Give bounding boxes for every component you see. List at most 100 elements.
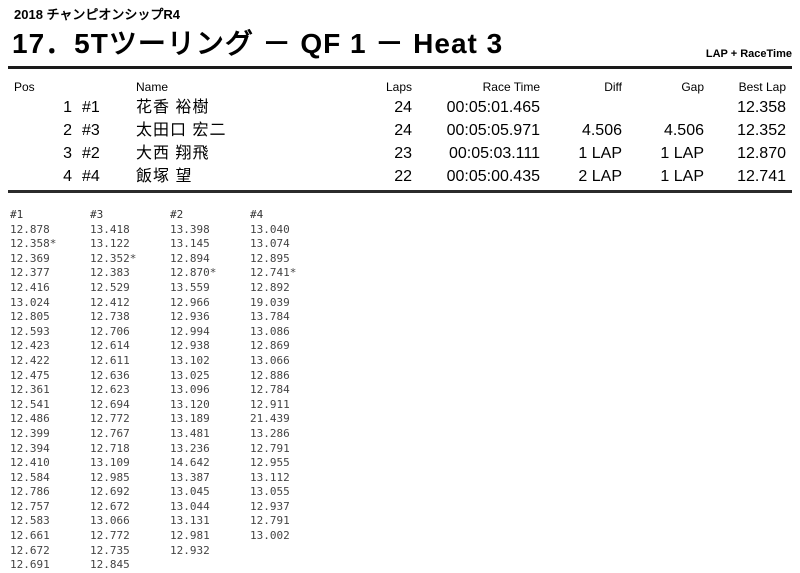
result-laps: 24 bbox=[394, 99, 412, 116]
result-pos: 2 bbox=[63, 122, 72, 140]
legend-note: LAP + RaceTime bbox=[705, 48, 792, 60]
laptime-cell: 13.002 bbox=[250, 529, 290, 543]
result-gap: 1 LAP bbox=[660, 168, 704, 186]
result-ave-lap: 13.179 bbox=[786, 142, 800, 165]
laptime-cell: 12.611 bbox=[90, 353, 130, 367]
laptime-cell: 12.475 bbox=[10, 368, 50, 382]
results-row: 4 #4 飯塚 望 22 00:05:00.435 2 LAP 1 LAP 12.74113.… bbox=[0, 165, 800, 188]
laptime-cell: 12.757 bbox=[10, 499, 50, 513]
result-pos: 3 bbox=[63, 145, 72, 163]
laptime-cell: 12.486 bbox=[10, 412, 50, 426]
laptime-cell: 12.981 bbox=[170, 529, 210, 543]
laptime-cell: 12.932 bbox=[170, 543, 210, 557]
laptime-column-header: #1 bbox=[10, 208, 24, 221]
results-divider bbox=[8, 190, 792, 193]
result-driver-name: 飯塚 望 bbox=[136, 168, 193, 186]
laptimes-table: #1 12.878 12.358* 12.369 12.377 12.416 13.024 1… bbox=[10, 208, 330, 573]
laptime-cell: 12.593 bbox=[10, 324, 50, 338]
laptime-column-header: #3 bbox=[90, 208, 104, 221]
laptime-cell: 12.805 bbox=[10, 310, 50, 324]
result-best-lap: 12.352 bbox=[737, 122, 786, 140]
laptime-cell: 14.642 bbox=[170, 456, 210, 470]
laptime-column: #3 13.418 13.122 12.352* 12.383 12.529 12.412 1… bbox=[90, 208, 170, 573]
laptime-column-header: #2 bbox=[170, 208, 184, 221]
column-header-car bbox=[72, 80, 128, 96]
laptime-cell: 12.735 bbox=[90, 543, 130, 557]
laptime-cell: 13.055 bbox=[250, 485, 290, 499]
laptime-cell: 12.718 bbox=[90, 441, 130, 455]
laptime-cell: 13.109 bbox=[90, 456, 130, 470]
result-gap: 4.506 bbox=[663, 122, 704, 140]
column-header-laps: Laps bbox=[385, 80, 412, 94]
laptime-cell: 12.584 bbox=[10, 470, 50, 484]
laptime-cell: 13.066 bbox=[250, 353, 290, 367]
laptime-cell: 12.394 bbox=[10, 441, 50, 455]
laptime-cell: 13.286 bbox=[250, 426, 290, 440]
laptime-cell: 12.361 bbox=[10, 383, 50, 397]
column-header-name: Name bbox=[136, 80, 169, 94]
laptime-cell: 13.024 bbox=[10, 295, 50, 309]
result-laps: 22 bbox=[394, 168, 412, 186]
laptime-cell: 13.189 bbox=[170, 412, 210, 426]
result-car-number: #4 bbox=[82, 168, 100, 186]
laptime-column: #4 13.040 13.074 12.895 12.741* 12.892 19.039 1… bbox=[250, 208, 330, 573]
laptime-cell: 12.583 bbox=[10, 514, 50, 528]
laptime-cell: 12.886 bbox=[250, 368, 290, 382]
laptime-cell: 12.358* bbox=[10, 237, 57, 251]
result-driver-name: 太田口 宏二 bbox=[136, 122, 227, 140]
result-pos: 1 bbox=[63, 99, 72, 116]
laptime-cell: 12.772 bbox=[90, 412, 130, 426]
result-pos: 4 bbox=[63, 168, 72, 186]
result-ave-lap: 12.561 bbox=[786, 96, 800, 119]
laptime-cell: 12.878 bbox=[10, 222, 50, 236]
laptime-cell: 12.416 bbox=[10, 280, 50, 294]
page-title: 17．5Tツーリング － QF 1 － Heat 3 bbox=[12, 28, 504, 59]
result-gap: 1 LAP bbox=[660, 145, 704, 163]
result-gap bbox=[622, 96, 704, 119]
laptime-column: #2 13.398 13.145 12.894 12.870* 13.559 12.966 1… bbox=[170, 208, 250, 573]
laptime-cell: 12.845 bbox=[90, 558, 130, 572]
laptime-cell: 12.614 bbox=[90, 339, 130, 353]
laptime-cell: 12.937 bbox=[250, 499, 290, 513]
laptime-cell: 12.911 bbox=[250, 397, 290, 411]
laptime-cell: 13.066 bbox=[90, 514, 130, 528]
result-driver-name: 花香 裕樹 bbox=[136, 99, 210, 116]
result-best-lap: 12.870 bbox=[737, 145, 786, 163]
laptime-cell: 12.692 bbox=[90, 485, 130, 499]
result-race-time: 00:05:00.435 bbox=[446, 168, 540, 186]
result-race-time: 00:05:05.971 bbox=[446, 122, 540, 140]
results-row: 3 #2 大西 翔飛 23 00:05:03.111 1 LAP 1 LAP 12.87013… bbox=[0, 142, 800, 165]
laptime-cell: 12.994 bbox=[170, 324, 210, 338]
laptime-cell: 13.096 bbox=[170, 383, 210, 397]
laptime-cell: 13.086 bbox=[250, 324, 290, 338]
laptime-cell: 12.869 bbox=[250, 339, 290, 353]
result-car-number: #1 bbox=[82, 99, 100, 116]
results-header-row: Pos Name Laps Race Time Diff Gap Best La… bbox=[0, 80, 800, 96]
column-header-racetime: Race Time bbox=[482, 80, 540, 94]
laptime-cell: 12.422 bbox=[10, 353, 50, 367]
column-header-diff: Diff bbox=[604, 80, 622, 94]
laptime-cell: 12.383 bbox=[90, 266, 130, 280]
laptime-cell: 12.623 bbox=[90, 383, 130, 397]
result-best-lap: 12.358 bbox=[737, 99, 786, 116]
result-ave-lap: 13.656 bbox=[786, 165, 800, 188]
laptime-cell: 13.102 bbox=[170, 353, 210, 367]
result-ave-lap: 12.749 bbox=[786, 119, 800, 142]
laptime-cell: 13.236 bbox=[170, 441, 210, 455]
result-race-time: 00:05:01.465 bbox=[446, 99, 540, 116]
laptime-cell: 12.672 bbox=[10, 543, 50, 557]
laptime-cell: 21.439 bbox=[250, 412, 290, 426]
laptime-cell: 12.706 bbox=[90, 324, 130, 338]
laptime-cell: 13.559 bbox=[170, 280, 210, 294]
laptime-cell: 12.741* bbox=[250, 266, 297, 280]
laptime-cell: 12.791 bbox=[250, 514, 290, 528]
result-laps: 23 bbox=[394, 145, 412, 163]
laptime-cell: 12.767 bbox=[90, 426, 130, 440]
laptime-cell: 13.387 bbox=[170, 470, 210, 484]
laptime-cell: 12.772 bbox=[90, 529, 130, 543]
laptime-cell: 13.784 bbox=[250, 310, 290, 324]
laptime-cell: 12.786 bbox=[10, 485, 50, 499]
laptime-cell: 12.423 bbox=[10, 339, 50, 353]
result-driver-name: 大西 翔飛 bbox=[136, 145, 210, 163]
laptime-cell: 12.377 bbox=[10, 266, 50, 280]
